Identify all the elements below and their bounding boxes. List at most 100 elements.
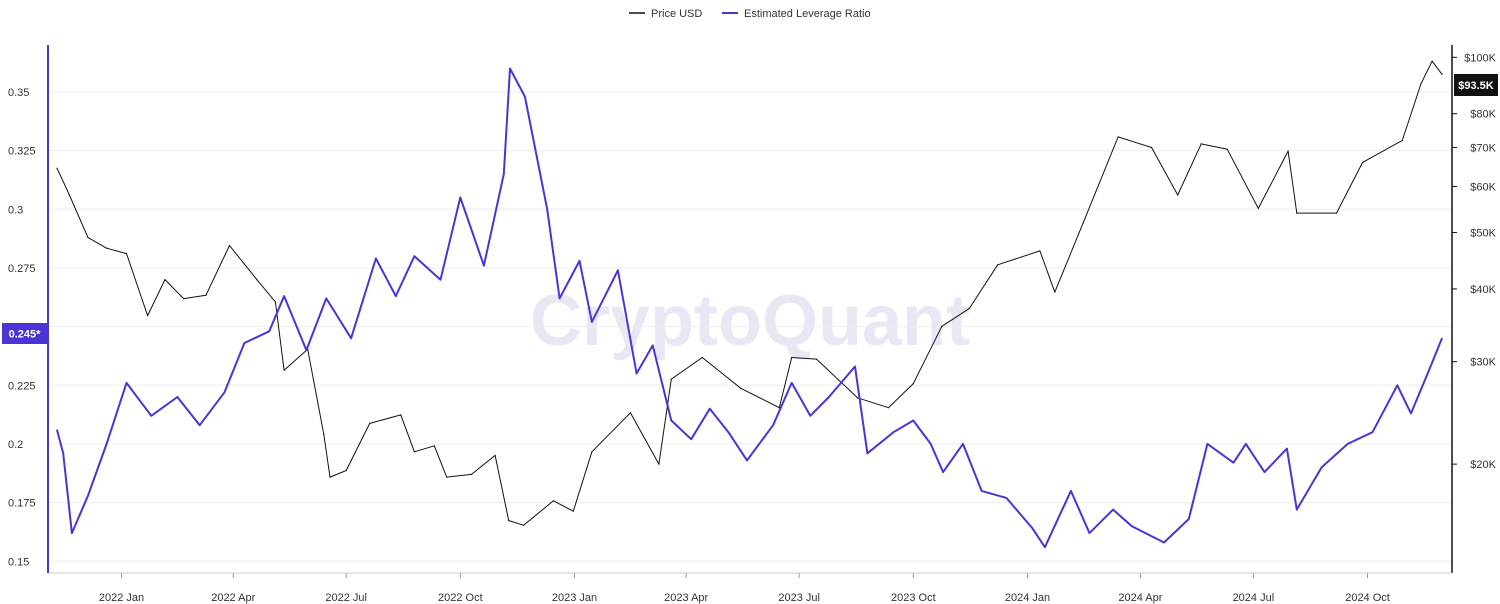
price-point bbox=[1257, 207, 1259, 209]
x-tick-label: 2022 Apr bbox=[211, 592, 255, 604]
y-left-tick-label: 0.325 bbox=[8, 146, 36, 158]
price-point bbox=[413, 451, 415, 453]
price-point bbox=[329, 476, 331, 478]
leverage-point bbox=[791, 382, 793, 384]
leverage-point bbox=[509, 67, 511, 70]
leverage-point bbox=[524, 96, 526, 98]
price-point bbox=[791, 356, 793, 359]
price-point bbox=[1420, 83, 1422, 85]
leverage-point bbox=[350, 337, 352, 339]
legend-item-price[interactable]: Price USD bbox=[629, 8, 702, 20]
leverage-point bbox=[981, 490, 983, 492]
leverage-point bbox=[483, 265, 485, 267]
legend-item-leverage[interactable]: Estimated Leverage Ratio bbox=[722, 8, 871, 20]
price-point bbox=[1177, 194, 1179, 196]
price-point bbox=[591, 451, 593, 453]
leverage-point bbox=[1286, 448, 1288, 450]
y-right-tick-label: $60K bbox=[1470, 181, 1496, 193]
leverage-point bbox=[1031, 527, 1034, 530]
price-point bbox=[508, 519, 510, 522]
leverage-point bbox=[1206, 443, 1208, 445]
price-point bbox=[912, 383, 914, 385]
price-point bbox=[183, 298, 185, 300]
leverage-point bbox=[439, 279, 442, 281]
leverage-point bbox=[243, 342, 245, 344]
price-line bbox=[56, 60, 1443, 526]
legend-label-price: Price USD bbox=[651, 8, 702, 20]
leverage-point bbox=[772, 424, 774, 426]
left-value-badge-text: 0.245* bbox=[9, 329, 42, 341]
leverage-point bbox=[503, 173, 505, 175]
leverage-point bbox=[652, 344, 654, 346]
price-point bbox=[494, 454, 496, 456]
price-point bbox=[433, 445, 435, 447]
leverage-point bbox=[459, 196, 461, 199]
price-point bbox=[345, 469, 347, 472]
leverage-point bbox=[71, 532, 73, 534]
leverage-point bbox=[1410, 412, 1412, 414]
x-tick-label: 2023 Jul bbox=[778, 592, 820, 604]
price-point bbox=[205, 294, 207, 296]
x-tick-label: 2023 Apr bbox=[664, 592, 708, 604]
leverage-point bbox=[1245, 443, 1247, 445]
price-point bbox=[523, 524, 525, 526]
y-left-tick-label: 0.175 bbox=[8, 498, 36, 510]
leverage-point bbox=[578, 260, 581, 262]
price-point bbox=[670, 378, 672, 380]
y-right-tick-label: $40K bbox=[1470, 284, 1496, 296]
leverage-point bbox=[690, 438, 692, 440]
price-point bbox=[446, 476, 448, 478]
leverage-point bbox=[942, 471, 944, 473]
leverage-point bbox=[1163, 541, 1165, 544]
left-value-badge: 0.245* bbox=[2, 323, 47, 344]
price-point bbox=[815, 358, 818, 360]
y-left-tick-label: 0.275 bbox=[8, 263, 36, 275]
price-point bbox=[87, 237, 89, 239]
price-point bbox=[629, 412, 632, 414]
legend-label-leverage: Estimated Leverage Ratio bbox=[744, 8, 871, 20]
price-point bbox=[1362, 161, 1364, 163]
leverage-point bbox=[1188, 518, 1190, 520]
x-tick-label: 2022 Oct bbox=[438, 592, 483, 604]
leverage-point bbox=[1296, 509, 1298, 511]
price-point bbox=[1287, 150, 1289, 152]
watermark-text: CryptoQuant bbox=[530, 281, 970, 361]
leverage-point bbox=[375, 257, 377, 260]
leverage-point bbox=[828, 396, 830, 398]
y-left-tick-label: 0.3 bbox=[8, 204, 23, 216]
x-tick-label: 2022 Jan bbox=[99, 592, 144, 604]
series-layer bbox=[56, 60, 1443, 549]
leverage-point bbox=[1321, 466, 1323, 468]
y-right-tick-label: $50K bbox=[1470, 228, 1496, 240]
leverage-point bbox=[1371, 431, 1374, 433]
price-point bbox=[1082, 222, 1084, 224]
leverage-point bbox=[413, 255, 415, 257]
price-point bbox=[274, 301, 276, 303]
price-point bbox=[164, 279, 166, 281]
legend[interactable]: Price USD Estimated Leverage Ratio bbox=[629, 8, 871, 20]
right-value-badge: $93.5K bbox=[1454, 74, 1498, 96]
price-point bbox=[740, 387, 742, 389]
price-point bbox=[572, 510, 574, 512]
leverage-point bbox=[223, 391, 226, 393]
price-point bbox=[68, 194, 70, 196]
price-point bbox=[1200, 143, 1202, 145]
x-tick-label: 2022 Jul bbox=[325, 592, 367, 604]
x-tick-label: 2023 Oct bbox=[891, 592, 936, 604]
leverage-point bbox=[636, 372, 638, 375]
price-point bbox=[997, 264, 999, 266]
leverage-point bbox=[930, 443, 932, 445]
price-point bbox=[856, 397, 859, 399]
price-point bbox=[1335, 212, 1338, 214]
leverage-point bbox=[1088, 532, 1091, 534]
y-left-tick-label: 0.35 bbox=[8, 87, 29, 99]
price-point bbox=[400, 414, 402, 416]
price-point bbox=[256, 279, 258, 281]
y-left-tick-label: 0.15 bbox=[8, 556, 29, 568]
price-point bbox=[1296, 212, 1298, 214]
right-value-badge-text: $93.5K bbox=[1458, 80, 1494, 92]
leverage-point bbox=[670, 419, 672, 422]
leverage-point bbox=[268, 330, 270, 332]
price-point bbox=[887, 407, 890, 409]
leverage-point bbox=[1429, 368, 1431, 370]
